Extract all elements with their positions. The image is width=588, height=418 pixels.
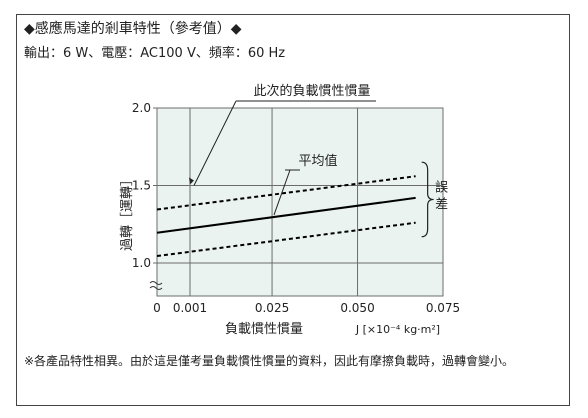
average-line <box>156 196 416 234</box>
error-bound-line <box>156 175 416 211</box>
y-axis-break-mark <box>149 281 163 290</box>
error-label: 誤 <box>435 179 448 195</box>
x-tick-label: 0.025 <box>255 301 289 315</box>
chart-heading: ◆感應馬達的剎車特性（參考值）◆ <box>24 21 242 37</box>
spec-line: 輸出：6 W、電壓：AC100 V、頻率：60 Hz <box>24 46 286 61</box>
x-axis-label: 負載慣性慣量 <box>225 321 303 337</box>
y-tick-label: 1.0 <box>132 256 151 270</box>
inertia-arrowhead <box>189 177 194 185</box>
inertia-leader <box>193 100 237 186</box>
error-bound-line <box>156 221 416 258</box>
inertia-label: 此次的負載慣性慣量 <box>253 83 370 99</box>
x-tick-label: 0.075 <box>426 301 460 315</box>
x-tick-label: 0.001 <box>173 301 207 315</box>
x-tick-label: 0.050 <box>340 301 374 315</box>
average-leader-arrow <box>273 169 291 216</box>
error-label: 差 <box>435 197 448 212</box>
x-origin-label: 0 <box>153 301 161 315</box>
y-tick-label: 1.5 <box>132 179 151 193</box>
footnote: ※各產品特性相異。由於這是僅考量負載慣性慣量的資料，因此有摩擦負載時，過轉會變小… <box>24 354 515 368</box>
x-axis-unit: J [×10⁻⁴ kg·m²] <box>355 323 440 336</box>
plot-area <box>156 107 444 297</box>
y-axis-label: 過轉［運轉］ <box>120 173 135 251</box>
average-label: 平均值 <box>298 153 337 169</box>
y-tick-label: 2.0 <box>132 101 151 115</box>
